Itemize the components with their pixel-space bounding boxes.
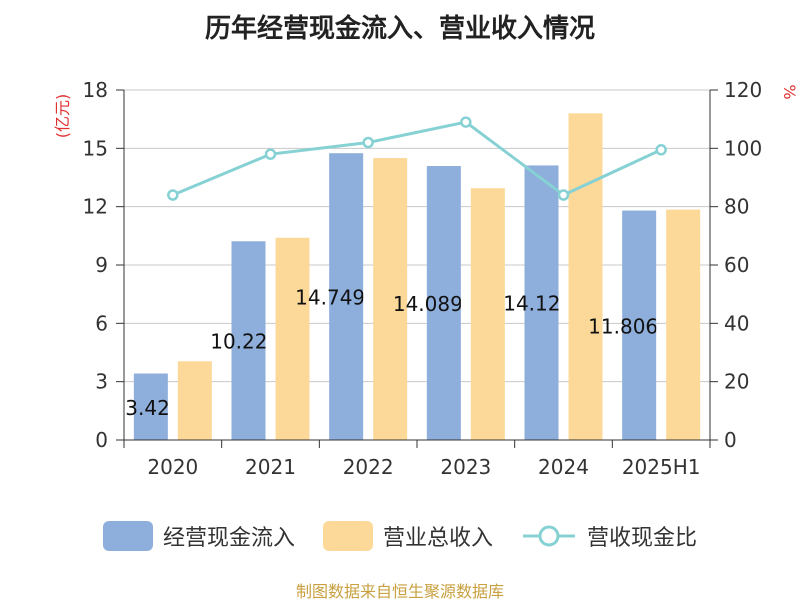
- bar-revenue: [666, 209, 701, 440]
- bar-revenue: [568, 113, 603, 440]
- y-left-tick-label: 12: [83, 195, 108, 219]
- x-tick-label: 2021: [245, 455, 296, 479]
- bar-cash-inflow: [524, 165, 559, 440]
- bar-revenue: [373, 158, 408, 441]
- legend-swatch-ratio-icon: [523, 525, 575, 547]
- y-right-tick-label: 60: [724, 253, 749, 277]
- point-ratio: [264, 148, 277, 160]
- chart-title: 历年经营现金流入、营业收入情况: [204, 14, 595, 44]
- bar-cash-inflow: [622, 210, 657, 440]
- y-right-axis-title: %: [780, 84, 799, 99]
- bar-cash-inflow: [329, 153, 364, 440]
- x-tick-label: 2020: [147, 455, 198, 479]
- legend-item-ratio[interactable]: 营收现金比: [521, 520, 697, 552]
- legend-item-revenue[interactable]: 营业总收入: [322, 520, 493, 552]
- bar-revenue: [177, 361, 212, 440]
- y-left-tick-label: 3: [95, 370, 108, 394]
- point-ratio: [167, 189, 179, 201]
- y-right-tick-label: 100: [724, 136, 762, 160]
- data-label-cash-inflow: 3.42: [125, 396, 170, 420]
- legend-swatch-revenue: [322, 521, 373, 551]
- y-left-tick-label: 9: [95, 253, 108, 277]
- y-right-tick-label: 120: [724, 78, 762, 102]
- point-ratio: [460, 116, 472, 128]
- legend: 经营现金流入 营业总收入 营收现金比: [0, 516, 800, 556]
- x-tick-label: 2022: [343, 455, 394, 479]
- bar-cash-inflow: [133, 373, 168, 440]
- x-tick-label: 2024: [538, 455, 589, 479]
- bar-revenue: [470, 188, 505, 440]
- y-right-tick-label: 80: [724, 195, 749, 219]
- line-ratio: [172, 120, 662, 197]
- point-ratio: [362, 136, 374, 149]
- legend-label-revenue: 营业总收入: [382, 526, 493, 551]
- legend-item-cash-inflow[interactable]: 经营现金流入: [102, 520, 295, 552]
- x-tick-label: 2023: [440, 455, 491, 479]
- data-label-cash-inflow: 14.12: [503, 292, 560, 316]
- legend-label-cash-inflow: 经营现金流入: [162, 526, 295, 551]
- source-note: 制图数据来自恒生聚源数据库: [295, 582, 504, 601]
- y-left-axis-title: (亿元): [53, 94, 72, 139]
- legend-swatch-cash-inflow: [102, 521, 153, 551]
- y-left-tick-label: 6: [95, 311, 108, 335]
- y-right-tick-label: 0: [724, 428, 737, 452]
- bar-cash-inflow: [426, 166, 461, 440]
- y-right-tick-label: 40: [724, 311, 749, 335]
- y-left-tick-label: 18: [83, 78, 108, 102]
- data-label-cash-inflow: 14.749: [295, 286, 365, 310]
- point-ratio: [557, 189, 570, 201]
- y-right-tick-label: 20: [724, 370, 749, 394]
- bar-revenue: [275, 237, 310, 440]
- point-ratio: [655, 144, 667, 156]
- legend-label-ratio: 营收现金比: [587, 526, 698, 551]
- x-tick-label: 2025H1: [622, 455, 701, 479]
- y-left-tick-label: 0: [95, 428, 108, 452]
- bar-cash-inflow: [231, 241, 266, 440]
- y-left-tick-label: 15: [83, 136, 108, 160]
- data-label-cash-inflow: 10.22: [210, 330, 267, 354]
- data-label-cash-inflow: 11.806: [588, 314, 658, 338]
- data-label-cash-inflow: 14.089: [393, 292, 463, 316]
